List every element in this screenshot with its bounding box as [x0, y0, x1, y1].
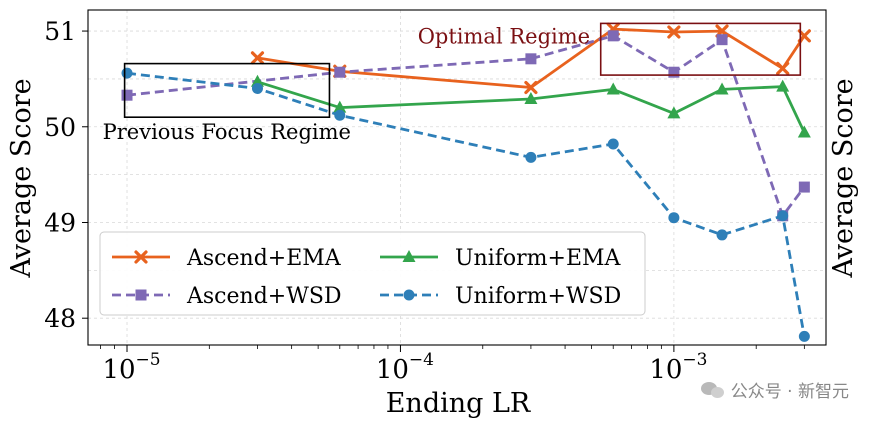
circle-marker [403, 289, 415, 301]
watermark-text: 公众号 · 新智元 [730, 382, 849, 402]
x-marker-stroke [134, 250, 148, 264]
annotation-label: Optimal Regime [418, 24, 590, 48]
circle-marker [798, 330, 810, 342]
x-marker [667, 25, 681, 39]
square-marker [668, 66, 680, 78]
legend-label: Uniform+EMA [455, 246, 622, 271]
y-tick-label: 51 [44, 17, 76, 46]
legend-item: Uniform+WSD [380, 284, 621, 309]
circle-marker [716, 229, 728, 241]
y-axis-label-right: Average Score [828, 78, 859, 278]
series-uniform-ema [250, 74, 811, 138]
circle-marker [525, 151, 537, 163]
square-marker [607, 30, 619, 42]
legend-frame [99, 231, 646, 316]
triangle-marker [776, 79, 790, 92]
series-line [257, 27, 806, 89]
legend-item: Ascend+EMA [112, 246, 342, 271]
series-line [126, 34, 806, 218]
circle-marker [121, 67, 133, 79]
circle-marker [777, 210, 789, 222]
triangle-marker [250, 74, 264, 87]
annotation-box [599, 22, 802, 76]
x-marker [250, 51, 265, 65]
legend-label: Ascend+WSD [186, 284, 342, 309]
x-marker-stroke [250, 51, 265, 65]
legend-label: Uniform+WSD [455, 284, 621, 309]
watermark: 公众号 · 新智元 [700, 377, 849, 402]
x-tick-exponent: −4 [409, 350, 434, 370]
series-uniform-wsd [121, 67, 810, 342]
x-tick-label: 10 [376, 355, 409, 385]
wechat-icon [700, 380, 725, 400]
triangle-marker [524, 92, 538, 105]
y-axis-label: Average Score [6, 78, 37, 278]
y-tick-label: 49 [44, 208, 76, 237]
circle-marker [334, 109, 346, 121]
legend-item: Uniform+EMA [380, 246, 622, 271]
triangle-marker [606, 82, 620, 95]
square-marker [334, 66, 346, 78]
circle-marker [668, 212, 680, 224]
square-marker [716, 34, 728, 46]
x-marker-stroke [667, 25, 681, 39]
square-marker [525, 53, 537, 65]
x-tick-exponent: −5 [135, 350, 160, 370]
legend: Ascend+EMA Ascend+WSD Uniform+EMA Uniform+W… [99, 231, 646, 316]
annotation-label: Previous Focus Regime [103, 120, 351, 144]
x-marker [776, 61, 790, 75]
x-marker-stroke [524, 80, 538, 95]
x-marker-stroke [776, 61, 790, 75]
square-marker [798, 181, 810, 193]
legend-item: Ascend+WSD [112, 284, 342, 309]
circle-marker [251, 82, 263, 94]
square-marker [121, 89, 133, 101]
y-tick-label: 50 [44, 113, 76, 142]
annotation-box [123, 62, 331, 118]
triangle-marker [797, 125, 811, 138]
x-tick-exponent: −3 [682, 350, 707, 370]
triangle-marker [333, 100, 347, 113]
x-tick-label: 10 [102, 355, 135, 385]
triangle-marker [667, 106, 681, 119]
series-line [257, 80, 806, 134]
legend-label: Ascend+EMA [186, 246, 342, 271]
x-marker [134, 250, 148, 264]
x-axis-label: Ending LR [386, 388, 531, 419]
x-marker [524, 80, 538, 95]
square-marker [135, 289, 147, 301]
y-tick-label: 48 [44, 304, 76, 333]
triangle-marker [402, 250, 416, 262]
triangle-marker [715, 82, 729, 95]
plot-frame [87, 9, 827, 346]
x-tick-label: 10 [649, 355, 682, 385]
circle-marker [607, 138, 619, 150]
